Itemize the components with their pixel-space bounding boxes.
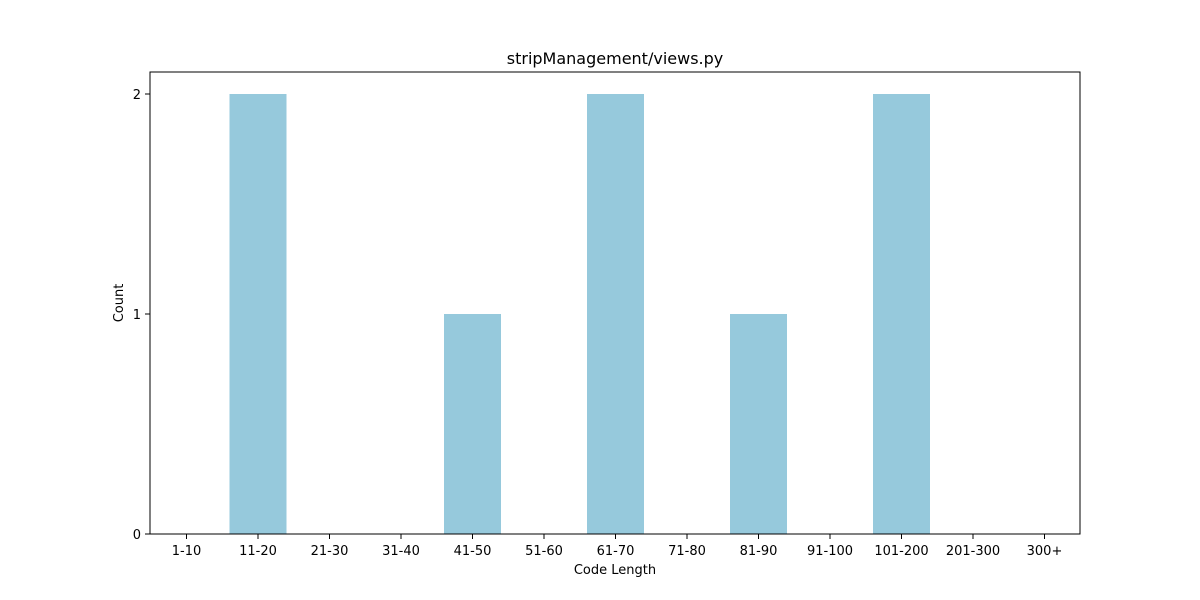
x-tick-label: 41-50 [454,544,492,559]
x-tick-label: 21-30 [311,544,349,559]
x-tick-label: 61-70 [597,544,635,559]
y-tick-label: 2 [133,88,141,103]
x-tick-label: 1-10 [172,544,202,559]
bar-11-20 [229,94,287,534]
x-axis-label: Code Length [574,563,656,578]
x-tick-label: 31-40 [382,544,420,559]
bar-81-90 [730,314,787,534]
x-tick-label: 11-20 [239,544,277,559]
x-tick-label: 300+ [1027,544,1063,559]
y-tick-label: 1 [133,308,141,323]
x-tick-label: 91-100 [807,544,853,559]
chart-title: stripManagement/views.py [507,49,723,68]
bars-group [229,94,930,534]
y-axis-ticks: 0 1 2 [133,88,150,543]
x-tick-label: 81-90 [740,544,778,559]
x-tick-label: 101-200 [874,544,928,559]
y-tick-label: 0 [133,528,141,543]
x-axis-ticks: 1-10 11-20 21-30 31-40 41-50 51-60 61-70 71-80 8… [172,534,1063,559]
bar-61-70 [587,94,644,534]
x-tick-label: 51-60 [525,544,563,559]
y-axis-label: Count [112,284,127,323]
bar-101-200 [873,94,930,534]
x-tick-label: 71-80 [668,544,706,559]
bar-41-50 [444,314,501,534]
x-tick-label: 201-300 [946,544,1000,559]
